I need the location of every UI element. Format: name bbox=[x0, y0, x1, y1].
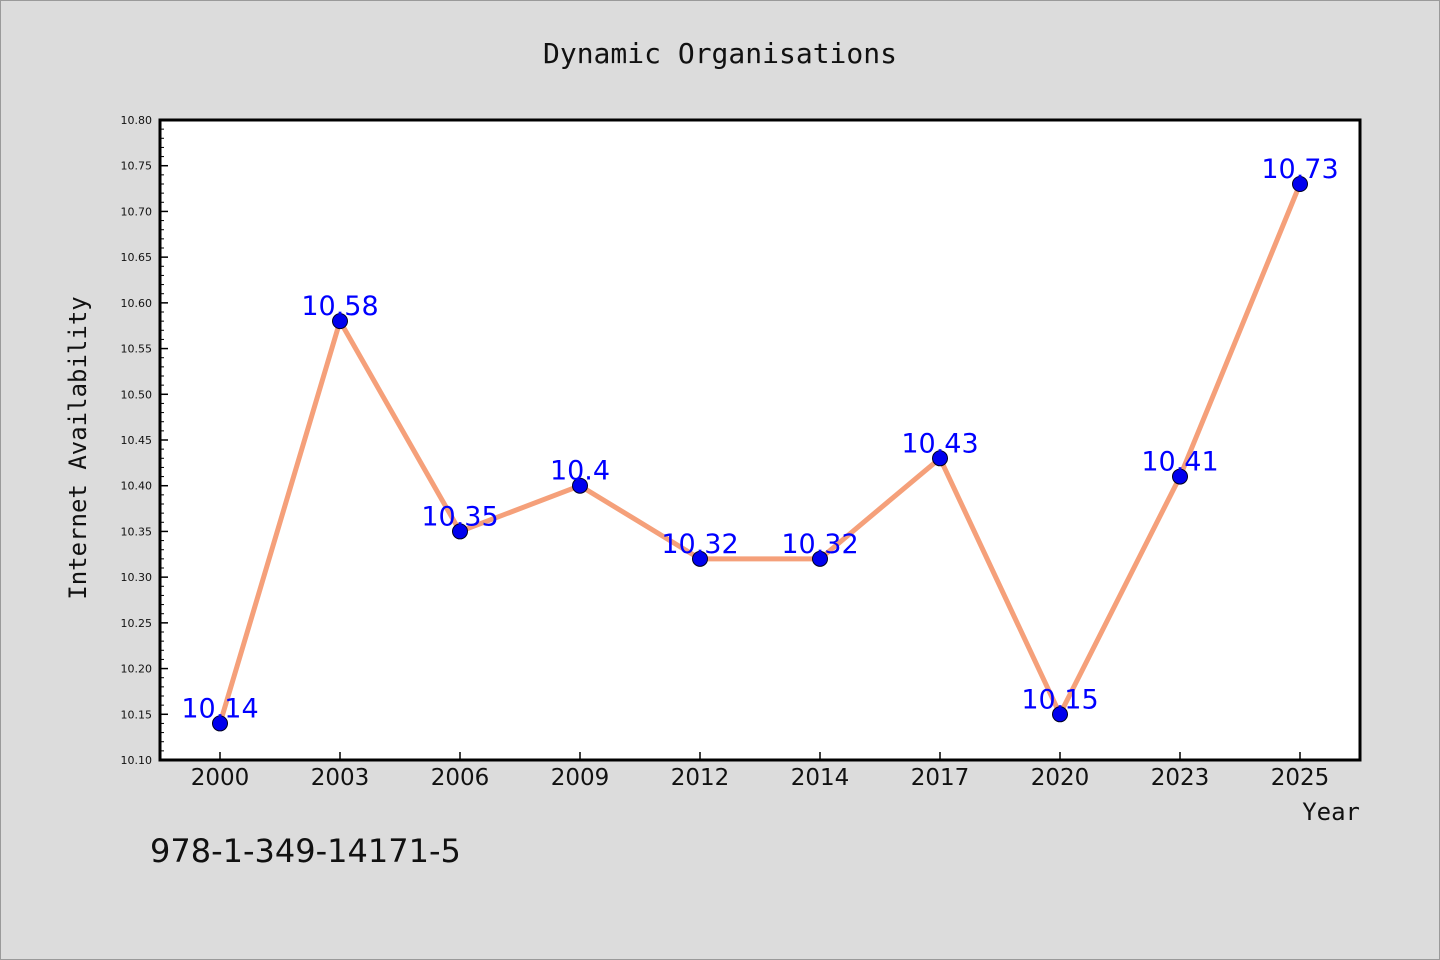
series-line bbox=[217, 183, 1303, 725]
y-tick-label: 10.40 bbox=[121, 480, 153, 493]
data-label: 10.14 bbox=[181, 693, 258, 724]
data-label: 10.32 bbox=[661, 529, 738, 560]
y-tick-label: 10.75 bbox=[121, 160, 153, 173]
data-point bbox=[932, 450, 948, 467]
y-tick-label: 10.50 bbox=[121, 388, 153, 401]
x-tick-label: 2023 bbox=[1151, 765, 1210, 791]
y-tick-label: 10.30 bbox=[121, 571, 153, 584]
y-tick-label: 10.10 bbox=[121, 754, 153, 767]
data-label: 10.4 bbox=[550, 456, 610, 487]
data-point bbox=[572, 477, 588, 494]
x-tick-label: 2017 bbox=[911, 765, 970, 791]
x-tick-label: 2009 bbox=[551, 765, 610, 791]
y-tick-label: 10.45 bbox=[121, 434, 153, 447]
data-label: 10.15 bbox=[1021, 684, 1098, 715]
x-tick-label: 2012 bbox=[671, 765, 730, 791]
y-tick-label: 10.60 bbox=[121, 297, 153, 310]
data-label: 10.58 bbox=[301, 291, 378, 322]
x-tick-label: 2006 bbox=[431, 765, 490, 791]
y-tick-label: 10.20 bbox=[121, 663, 153, 676]
data-point bbox=[812, 550, 828, 567]
data-label: 10.35 bbox=[421, 501, 498, 532]
plot-border bbox=[158, 118, 1362, 762]
x-tick-label: 2014 bbox=[791, 765, 850, 791]
x-axis-label: Year bbox=[1302, 798, 1360, 826]
y-tick-label: 10.25 bbox=[121, 617, 153, 630]
y-tick-label: 10.70 bbox=[121, 205, 153, 218]
data-point bbox=[1172, 468, 1188, 485]
data-label: 10.32 bbox=[781, 529, 858, 560]
y-tick-label: 10.15 bbox=[121, 708, 153, 721]
data-labels: 10.14 10.58 10.35 10.4 10.32 10.32 10.43 10.15 1… bbox=[181, 154, 1338, 724]
data-label: 10.41 bbox=[1141, 447, 1218, 478]
y-axis-label: Internet Availability bbox=[64, 296, 92, 599]
data-label: 10.73 bbox=[1261, 154, 1338, 185]
x-tick-label: 2003 bbox=[311, 765, 370, 791]
x-tick-label: 2025 bbox=[1271, 765, 1330, 791]
chart-title: Dynamic Organisations bbox=[543, 37, 897, 70]
data-label: 10.43 bbox=[901, 428, 978, 459]
data-point bbox=[212, 715, 228, 732]
y-tick-label: 10.35 bbox=[121, 525, 153, 538]
data-point bbox=[452, 523, 468, 540]
y-tick-label: 10.65 bbox=[121, 251, 153, 264]
x-axis-ticks: 2000 2003 2006 2009 2012 2014 2017 2020 2023 2025 bbox=[191, 752, 1330, 791]
plot-area bbox=[160, 120, 1360, 760]
series-markers bbox=[212, 176, 1308, 732]
data-point bbox=[1292, 176, 1308, 192]
x-tick-label: 2000 bbox=[191, 765, 250, 791]
data-point bbox=[692, 550, 708, 567]
y-axis-ticks: 10.10 10.15 10.20 10.25 10.30 10.35 10.40 10.45… bbox=[121, 114, 168, 767]
isbn-code: 978-1-349-14171-5 bbox=[150, 832, 461, 870]
x-tick-label: 2020 bbox=[1031, 765, 1090, 791]
data-point bbox=[332, 313, 348, 330]
y-tick-label: 10.55 bbox=[121, 343, 153, 356]
data-point bbox=[1052, 706, 1068, 723]
y-tick-label: 10.80 bbox=[121, 114, 153, 127]
